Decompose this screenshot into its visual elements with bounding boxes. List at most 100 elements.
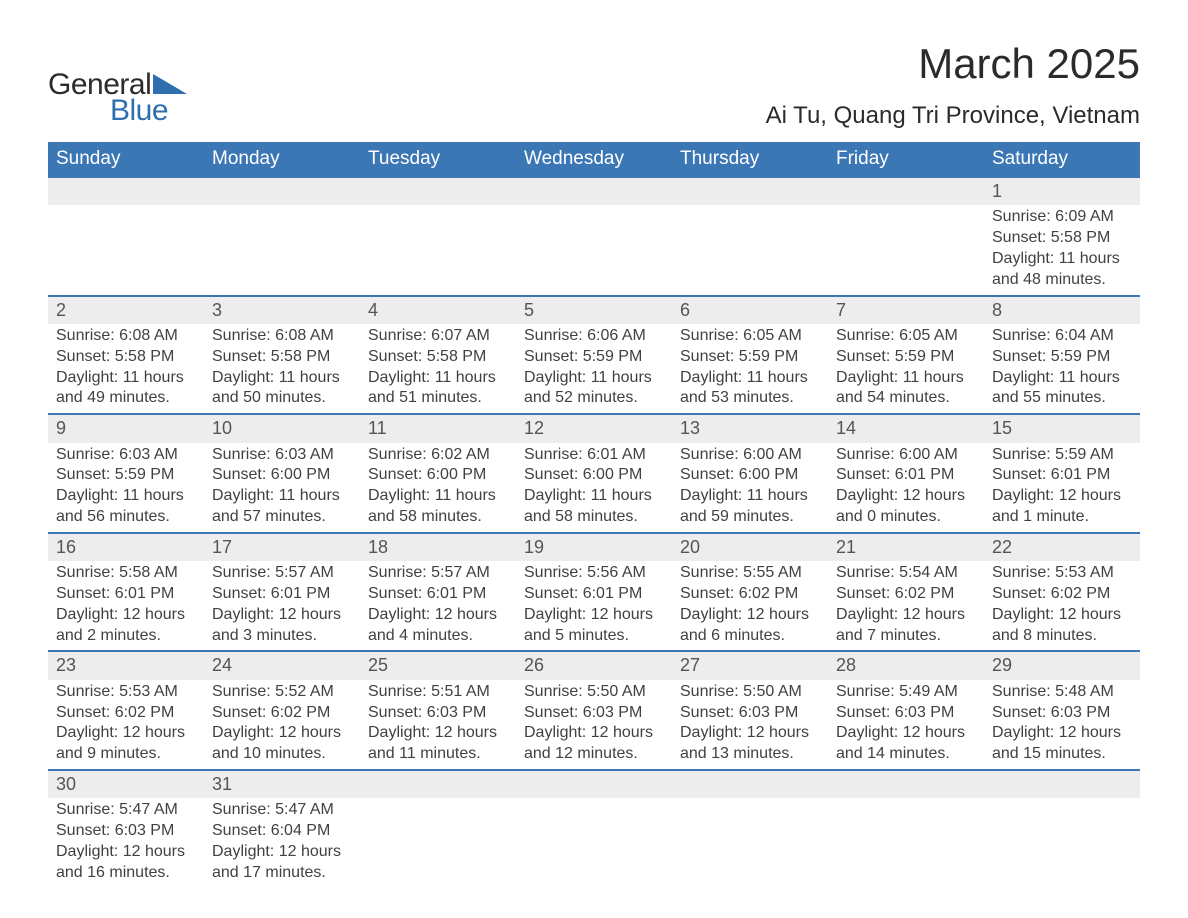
day-dl2: and 7 minutes. [836, 626, 976, 647]
day-number-cell: 13 [672, 414, 828, 442]
day-dl1: Daylight: 12 hours [368, 605, 508, 626]
day-dl2: and 12 minutes. [524, 744, 664, 765]
day-sunrise: Sunrise: 5:50 AM [680, 682, 820, 703]
logo: General Blue [48, 68, 187, 128]
day-dl1: Daylight: 11 hours [992, 249, 1132, 270]
day-dl2: and 0 minutes. [836, 507, 976, 528]
day-dl2: and 3 minutes. [212, 626, 352, 647]
day-sunrise: Sunrise: 6:02 AM [368, 445, 508, 466]
day-dl1: Daylight: 11 hours [680, 368, 820, 389]
day-dl1: Daylight: 11 hours [680, 486, 820, 507]
day-dl2: and 52 minutes. [524, 388, 664, 409]
day-number-cell: 5 [516, 296, 672, 324]
day-sunset: Sunset: 6:01 PM [212, 584, 352, 605]
day-number-cell: 12 [516, 414, 672, 442]
day-sunrise: Sunrise: 5:53 AM [56, 682, 196, 703]
col-monday: Monday [204, 142, 360, 177]
day-data-cell: Sunrise: 5:49 AMSunset: 6:03 PMDaylight:… [828, 680, 984, 770]
day-sunrise: Sunrise: 5:47 AM [56, 800, 196, 821]
day-number-cell: 11 [360, 414, 516, 442]
day-sunrise: Sunrise: 6:07 AM [368, 326, 508, 347]
day-data-cell: Sunrise: 5:57 AMSunset: 6:01 PMDaylight:… [360, 561, 516, 651]
day-dl2: and 16 minutes. [56, 863, 196, 884]
col-saturday: Saturday [984, 142, 1140, 177]
day-sunrise: Sunrise: 5:48 AM [992, 682, 1132, 703]
day-sunset: Sunset: 5:58 PM [212, 347, 352, 368]
day-dl1: Daylight: 12 hours [836, 486, 976, 507]
day-number-cell: 7 [828, 296, 984, 324]
day-sunrise: Sunrise: 6:08 AM [56, 326, 196, 347]
day-dl2: and 15 minutes. [992, 744, 1132, 765]
day-dl2: and 50 minutes. [212, 388, 352, 409]
day-data-cell: Sunrise: 5:51 AMSunset: 6:03 PMDaylight:… [360, 680, 516, 770]
day-dl2: and 5 minutes. [524, 626, 664, 647]
day-dl2: and 56 minutes. [56, 507, 196, 528]
day-data-cell: Sunrise: 6:08 AMSunset: 5:58 PMDaylight:… [48, 324, 204, 414]
day-number-cell: 6 [672, 296, 828, 324]
week-daynum-row: 9101112131415 [48, 414, 1140, 442]
day-dl2: and 11 minutes. [368, 744, 508, 765]
day-sunrise: Sunrise: 6:09 AM [992, 207, 1132, 228]
day-sunrise: Sunrise: 6:08 AM [212, 326, 352, 347]
day-data-cell: Sunrise: 6:05 AMSunset: 5:59 PMDaylight:… [672, 324, 828, 414]
day-sunrise: Sunrise: 5:53 AM [992, 563, 1132, 584]
day-sunset: Sunset: 6:01 PM [992, 465, 1132, 486]
week-daynum-row: 2345678 [48, 296, 1140, 324]
week-data-row: Sunrise: 6:08 AMSunset: 5:58 PMDaylight:… [48, 324, 1140, 414]
day-sunset: Sunset: 5:59 PM [56, 465, 196, 486]
day-dl1: Daylight: 12 hours [212, 723, 352, 744]
day-sunset: Sunset: 6:03 PM [56, 821, 196, 842]
day-dl2: and 13 minutes. [680, 744, 820, 765]
day-data-cell [204, 205, 360, 295]
day-data-cell: Sunrise: 5:54 AMSunset: 6:02 PMDaylight:… [828, 561, 984, 651]
day-sunrise: Sunrise: 5:54 AM [836, 563, 976, 584]
day-number-cell: 28 [828, 651, 984, 679]
day-sunrise: Sunrise: 5:59 AM [992, 445, 1132, 466]
day-sunset: Sunset: 6:00 PM [212, 465, 352, 486]
day-dl2: and 10 minutes. [212, 744, 352, 765]
day-data-cell [48, 205, 204, 295]
day-sunrise: Sunrise: 5:52 AM [212, 682, 352, 703]
day-data-cell [360, 798, 516, 887]
day-dl2: and 14 minutes. [836, 744, 976, 765]
day-dl1: Daylight: 12 hours [680, 723, 820, 744]
day-sunset: Sunset: 5:59 PM [680, 347, 820, 368]
day-sunset: Sunset: 5:59 PM [992, 347, 1132, 368]
day-sunset: Sunset: 6:03 PM [524, 703, 664, 724]
day-dl1: Daylight: 12 hours [368, 723, 508, 744]
day-data-cell: Sunrise: 6:00 AMSunset: 6:00 PMDaylight:… [672, 443, 828, 533]
day-number-cell: 15 [984, 414, 1140, 442]
day-number-cell: 16 [48, 533, 204, 561]
day-dl1: Daylight: 12 hours [524, 723, 664, 744]
day-dl1: Daylight: 11 hours [56, 486, 196, 507]
day-sunrise: Sunrise: 6:06 AM [524, 326, 664, 347]
day-data-cell: Sunrise: 6:02 AMSunset: 6:00 PMDaylight:… [360, 443, 516, 533]
day-sunset: Sunset: 6:03 PM [836, 703, 976, 724]
day-dl1: Daylight: 12 hours [836, 723, 976, 744]
day-number-cell [48, 177, 204, 205]
day-number-cell [984, 770, 1140, 798]
day-number-cell [828, 177, 984, 205]
week-daynum-row: 1 [48, 177, 1140, 205]
day-number-cell [672, 770, 828, 798]
day-number-cell: 3 [204, 296, 360, 324]
day-sunset: Sunset: 6:02 PM [680, 584, 820, 605]
day-sunset: Sunset: 6:02 PM [992, 584, 1132, 605]
day-number-cell [516, 770, 672, 798]
week-daynum-row: 16171819202122 [48, 533, 1140, 561]
day-dl2: and 9 minutes. [56, 744, 196, 765]
day-sunset: Sunset: 6:02 PM [212, 703, 352, 724]
day-data-cell [672, 205, 828, 295]
col-tuesday: Tuesday [360, 142, 516, 177]
day-number-cell: 25 [360, 651, 516, 679]
day-number-cell: 26 [516, 651, 672, 679]
day-data-cell: Sunrise: 5:58 AMSunset: 6:01 PMDaylight:… [48, 561, 204, 651]
week-data-row: Sunrise: 5:58 AMSunset: 6:01 PMDaylight:… [48, 561, 1140, 651]
day-data-cell: Sunrise: 6:03 AMSunset: 5:59 PMDaylight:… [48, 443, 204, 533]
day-number-cell: 30 [48, 770, 204, 798]
day-sunset: Sunset: 6:02 PM [836, 584, 976, 605]
day-data-cell: Sunrise: 6:01 AMSunset: 6:00 PMDaylight:… [516, 443, 672, 533]
day-data-cell: Sunrise: 5:50 AMSunset: 6:03 PMDaylight:… [672, 680, 828, 770]
day-dl1: Daylight: 12 hours [836, 605, 976, 626]
day-number-cell: 4 [360, 296, 516, 324]
